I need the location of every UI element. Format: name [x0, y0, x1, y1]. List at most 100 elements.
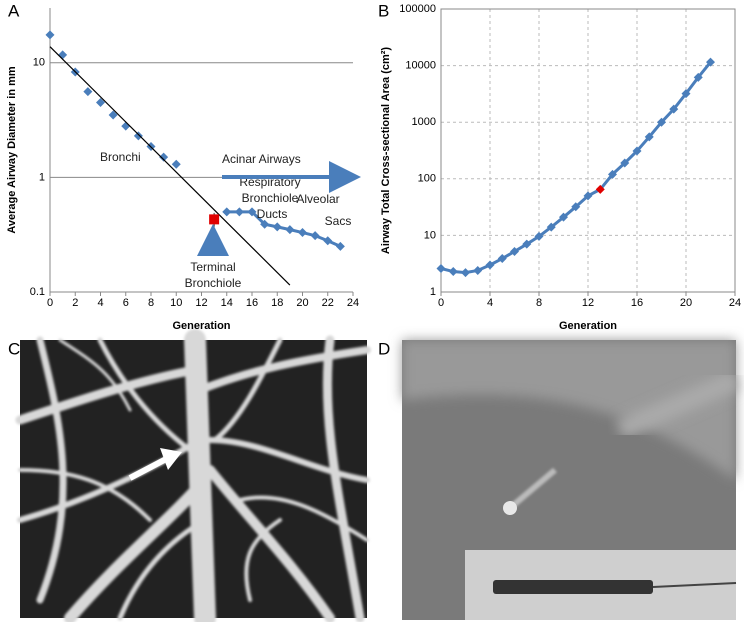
marker	[473, 265, 483, 275]
marker	[583, 191, 593, 201]
marker	[448, 267, 458, 277]
marker	[260, 219, 270, 229]
x-tick-label: 8	[536, 297, 542, 309]
annotation: Bronchi	[100, 150, 141, 164]
marker	[247, 207, 257, 217]
marker	[222, 207, 232, 217]
marker	[323, 236, 333, 246]
marker	[632, 146, 642, 156]
marker	[272, 222, 282, 232]
marker	[497, 254, 507, 264]
marker	[285, 225, 295, 235]
marker	[669, 104, 679, 114]
marker	[681, 89, 691, 99]
marker	[209, 214, 220, 225]
panel-label: A	[8, 1, 20, 20]
y-tick-label: 100	[418, 173, 436, 185]
x-tick-label: 4	[487, 297, 493, 309]
arrow-head	[160, 448, 182, 470]
x-tick-label: 0	[47, 297, 53, 309]
probe-wire	[652, 582, 737, 588]
x-tick-label: 22	[322, 297, 334, 309]
annotation: Sacs	[325, 214, 352, 228]
annotation: Alveolar	[296, 192, 339, 206]
shade	[616, 370, 740, 440]
y-tick-label: 1000	[412, 116, 436, 128]
micrograph-c	[15, 329, 371, 622]
series-line	[440, 61, 712, 275]
marker	[436, 264, 446, 274]
marker	[234, 207, 244, 217]
x-tick-label: 14	[221, 297, 233, 309]
annotation: Bronchiole	[242, 191, 299, 205]
marker	[83, 87, 93, 97]
marker	[559, 212, 568, 222]
marker	[485, 260, 495, 270]
annotation: Terminal	[190, 260, 235, 274]
marker	[510, 246, 519, 256]
marker	[608, 169, 617, 179]
x-tick-label: 20	[680, 297, 692, 309]
catheter-tip	[503, 501, 517, 515]
x-tick-label: 8	[148, 297, 154, 309]
marker	[96, 97, 105, 107]
annotation: Acinar Airways	[222, 152, 301, 166]
y-tick-label: 100000	[399, 3, 436, 15]
marker	[546, 222, 556, 232]
catheter	[508, 467, 557, 511]
marker	[571, 202, 581, 212]
marker	[133, 131, 143, 141]
panel-label: D	[378, 339, 390, 358]
marker	[171, 159, 181, 169]
y-axis-label: Average Airway Diameter in mm	[6, 66, 18, 234]
x-tick-label: 12	[195, 297, 207, 309]
probe	[493, 580, 653, 594]
marker	[159, 152, 169, 162]
panel-label: C	[8, 339, 20, 358]
marker	[121, 121, 131, 131]
x-tick-label: 24	[729, 297, 741, 309]
marker	[58, 50, 68, 60]
x-tick-label: 12	[582, 297, 594, 309]
series-line	[49, 46, 291, 286]
panel-label: B	[378, 1, 389, 20]
x-tick-label: 16	[246, 297, 258, 309]
y-axis-label: Airway Total Cross-sectional Area (cm²)	[380, 47, 392, 255]
marker	[595, 184, 605, 194]
radiograph-d	[402, 340, 740, 620]
shade	[402, 340, 736, 480]
y-tick-label: 1	[39, 171, 45, 183]
x-axis-label: Generation	[559, 320, 617, 332]
marker	[335, 241, 345, 251]
marker	[620, 158, 630, 168]
annotation: Bronchiole	[185, 276, 242, 290]
x-tick-label: 2	[72, 297, 78, 309]
marker	[522, 239, 532, 249]
vessels	[15, 329, 371, 622]
y-tick-label: 0.1	[30, 286, 45, 298]
x-axis-label: Generation	[172, 320, 230, 332]
x-tick-label: 20	[296, 297, 308, 309]
x-tick-label: 6	[123, 297, 129, 309]
y-tick-label: 10	[424, 229, 436, 241]
marker	[461, 268, 470, 278]
arrow	[128, 455, 170, 481]
x-tick-label: 16	[631, 297, 643, 309]
marker	[45, 30, 55, 40]
y-tick-label: 10	[33, 57, 45, 69]
x-tick-label: 24	[347, 297, 359, 309]
annotation: Ducts	[257, 207, 288, 221]
marker	[706, 57, 715, 67]
marker	[298, 228, 307, 238]
marker	[693, 72, 703, 82]
x-tick-label: 18	[271, 297, 283, 309]
marker	[657, 117, 666, 127]
y-tick-label: 1	[430, 286, 436, 298]
x-tick-label: 0	[438, 297, 444, 309]
x-tick-label: 10	[170, 297, 182, 309]
y-tick-label: 10000	[405, 60, 436, 72]
x-tick-label: 4	[97, 297, 103, 309]
marker	[108, 110, 118, 120]
marker	[310, 231, 320, 241]
